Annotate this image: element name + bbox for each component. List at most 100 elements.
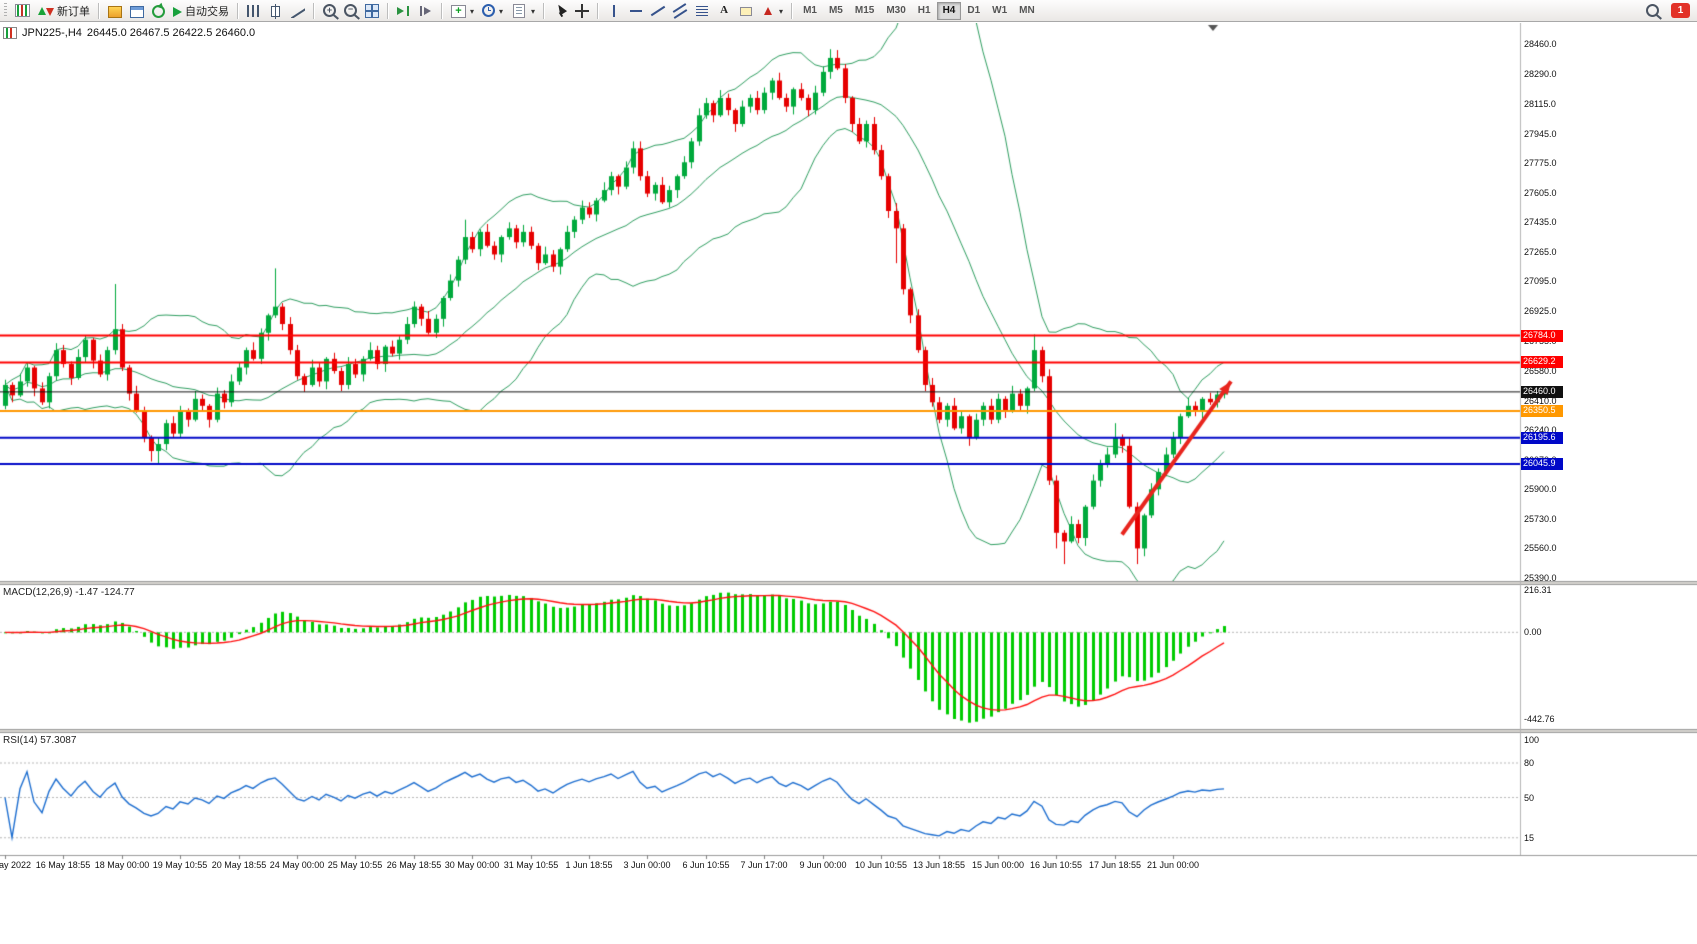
timeframe-m1[interactable]: M1 (797, 2, 823, 20)
price-line-tag[interactable]: 26195.6 (1521, 431, 1563, 444)
timeframe-w1[interactable]: W1 (986, 2, 1013, 20)
search-button[interactable] (1642, 1, 1663, 21)
auto-scroll-button[interactable] (393, 1, 415, 21)
timeframe-m15[interactable]: M15 (849, 2, 880, 20)
dropdown-caret-icon (778, 5, 783, 17)
label-icon (739, 4, 753, 18)
time-axis-label: 15 Jun 00:00 (971, 860, 1025, 870)
price-line-tag[interactable]: 26460.0 (1521, 385, 1563, 398)
rsi-axis-label: 50 (1524, 792, 1535, 803)
price-axis-label: 25730.0 (1524, 513, 1557, 524)
price-line-tag[interactable]: 26784.0 (1521, 329, 1563, 342)
price-chart-canvas[interactable] (0, 23, 1697, 876)
cursor-button[interactable] (549, 1, 571, 21)
price-axis-label: 27775.0 (1524, 158, 1557, 169)
new-order-button[interactable]: 新订单 (34, 1, 94, 21)
vertical-line-button[interactable] (603, 1, 625, 21)
time-axis-label: 31 May 10:55 (503, 860, 559, 870)
cursor-icon (553, 4, 567, 18)
timeframe-h4[interactable]: H4 (936, 1, 962, 20)
zoom-out-icon (344, 4, 357, 17)
time-axis-label: 7 Jun 17:00 (740, 860, 788, 870)
toolbar-separator (98, 2, 100, 19)
bar-chart-button[interactable] (243, 1, 264, 21)
fibonacci-icon (695, 4, 709, 18)
macd-axis-label: 0.00 (1524, 627, 1542, 638)
toolbar-separator (313, 2, 315, 19)
notification-badge[interactable]: 1 (1671, 3, 1690, 18)
templates-button[interactable] (507, 1, 539, 21)
crosshair-icon (575, 3, 590, 18)
chart-shift-button[interactable] (415, 1, 437, 21)
zoom-in-button[interactable] (319, 1, 340, 21)
timeframe-mn[interactable]: MN (1013, 2, 1041, 20)
chart-icon (3, 27, 17, 39)
horizontal-line-icon (629, 4, 643, 18)
toolbar-separator (791, 2, 794, 19)
auto-trading-icon (173, 6, 182, 17)
time-axis-label: 24 May 00:00 (269, 860, 325, 870)
tile-windows-icon (365, 3, 379, 18)
dropdown-caret-icon (498, 5, 503, 17)
arrows-icon (761, 4, 775, 18)
trendline-button[interactable] (647, 1, 669, 21)
indicators-button[interactable] (447, 1, 478, 21)
time-axis-label: 16 May 2022 (0, 860, 32, 870)
timeframe-m30[interactable]: M30 (880, 2, 911, 20)
toolbar-separator (543, 2, 546, 19)
auto-trading-button[interactable]: 自动交易 (169, 1, 233, 21)
macd-indicator-label: MACD(12,26,9) -1.47 -124.77 (3, 587, 135, 598)
timeframe-h1[interactable]: H1 (912, 2, 937, 20)
chart-window-button[interactable] (11, 1, 34, 21)
tile-windows-button[interactable] (361, 1, 383, 21)
chart-window-icon (15, 4, 30, 17)
price-axis-label: 25560.0 (1524, 543, 1557, 554)
new-order-icon (38, 4, 54, 18)
time-axis-label: 30 May 00:00 (444, 860, 500, 870)
crosshair-button[interactable] (571, 1, 593, 21)
toolbar-separator (237, 2, 239, 19)
market-watch-button[interactable] (104, 1, 126, 21)
price-axis-label: 25900.0 (1524, 484, 1557, 495)
timeframe-d1[interactable]: D1 (961, 2, 986, 20)
time-axis-label: 20 May 18:55 (211, 860, 267, 870)
fibonacci-button[interactable] (691, 1, 713, 21)
time-axis-label: 18 May 00:00 (94, 860, 150, 870)
price-axis-label: 26410.0 (1524, 395, 1557, 406)
channel-icon (673, 4, 687, 18)
channel-button[interactable] (669, 1, 691, 21)
label-button[interactable] (735, 1, 757, 21)
price-line-tag[interactable]: 26045.9 (1521, 457, 1563, 470)
auto-scroll-icon (397, 4, 411, 18)
time-axis-label: 21 Jun 00:00 (1146, 860, 1200, 870)
price-axis-label: 26925.0 (1524, 306, 1557, 316)
price-axis-label: 27265.0 (1524, 246, 1557, 257)
price-axis-label: 27945.0 (1524, 128, 1557, 139)
text-button[interactable] (713, 1, 735, 21)
price-axis-label: 28115.0 (1524, 99, 1556, 109)
price-axis-label: 27435.0 (1524, 217, 1557, 228)
time-axis-label: 6 Jun 10:55 (682, 860, 730, 870)
price-line-tag[interactable]: 26629.2 (1521, 356, 1563, 369)
data-window-button[interactable] (126, 1, 148, 21)
price-axis-label: 27095.0 (1524, 276, 1557, 287)
time-axis-label: 16 May 18:55 (35, 860, 91, 870)
vertical-line-icon (607, 4, 621, 18)
strategy-tester-button[interactable] (148, 1, 169, 21)
candlestick-chart-button[interactable] (264, 1, 287, 21)
line-chart-button[interactable] (287, 1, 309, 21)
rsi-axis-label: 15 (1524, 832, 1535, 843)
horizontal-line-button[interactable] (625, 1, 647, 21)
trendline-icon (651, 4, 665, 18)
timeframe-m5[interactable]: M5 (823, 2, 849, 20)
zoom-out-button[interactable] (340, 1, 361, 21)
rsi-indicator-label: RSI(14) 57.3087 (3, 735, 77, 746)
candlestick-chart-icon (271, 4, 280, 19)
chart-title-symbol: JPN225-,H4 (22, 27, 82, 39)
arrows-button[interactable] (757, 1, 787, 21)
price-axis-label: 26580.0 (1524, 366, 1557, 376)
price-axis-label: 26240.0 (1524, 425, 1557, 436)
periods-button[interactable] (478, 1, 507, 21)
price-line-tag[interactable]: 26350.5 (1521, 404, 1563, 417)
